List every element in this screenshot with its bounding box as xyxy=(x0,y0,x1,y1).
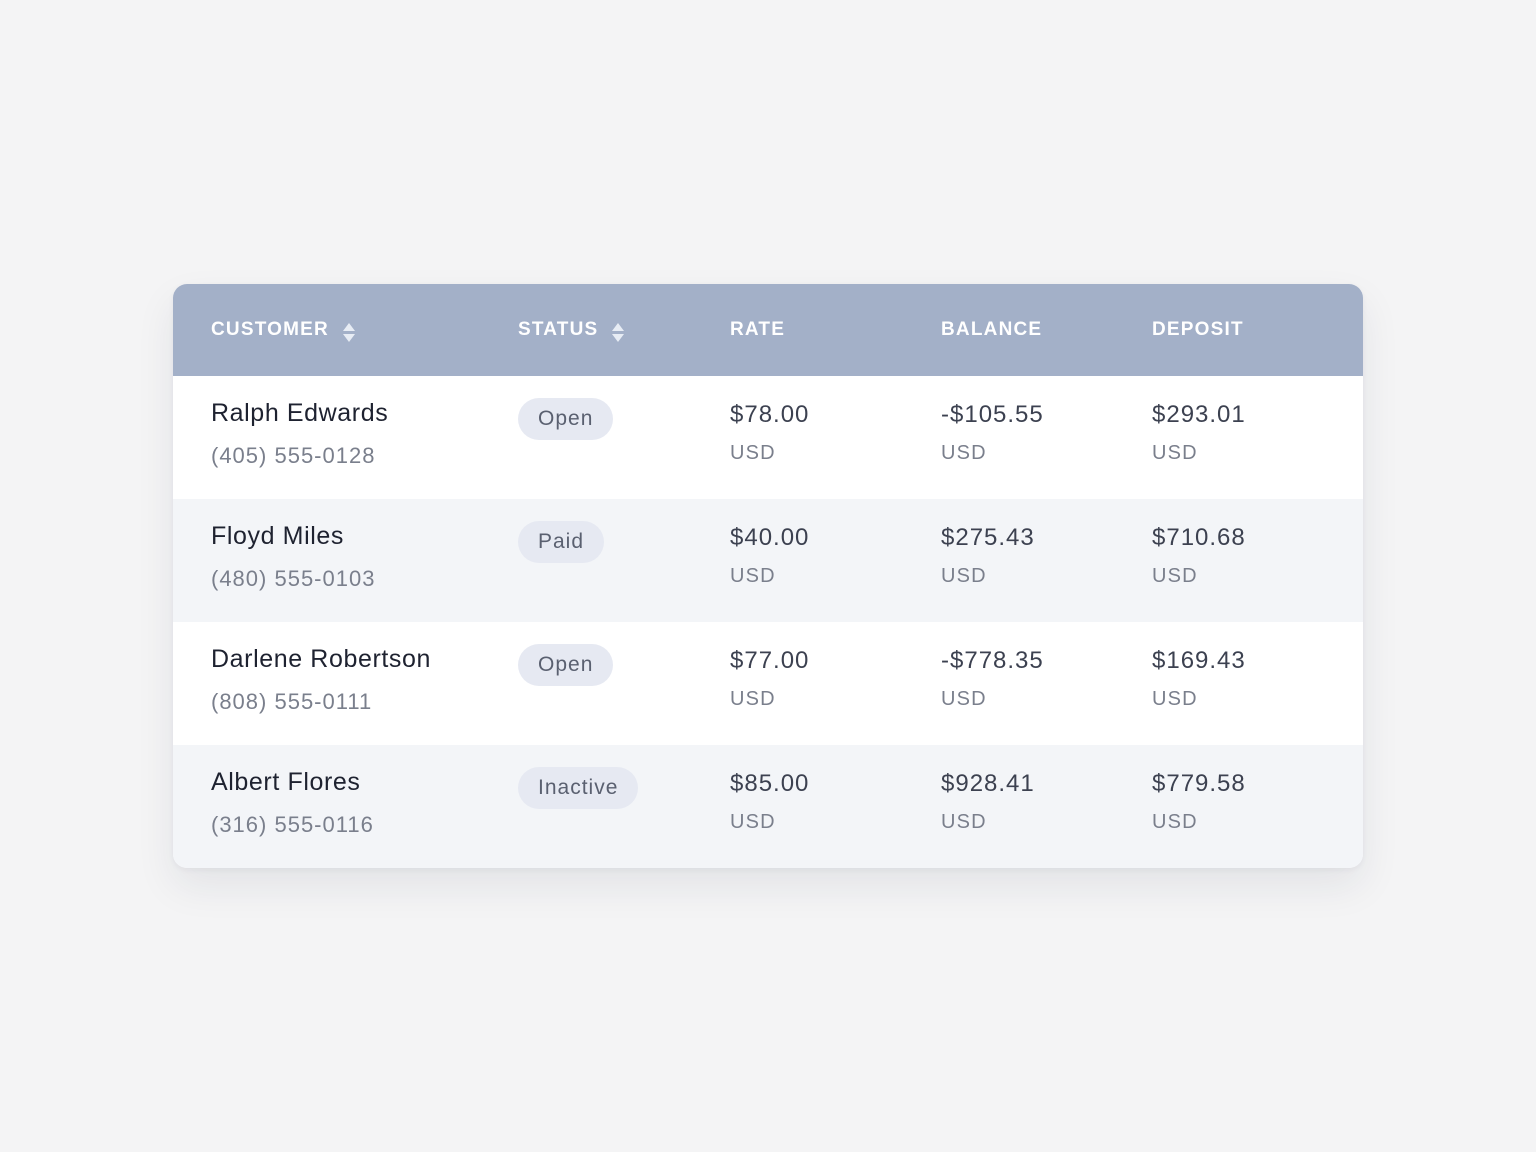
rate-currency: USD xyxy=(730,442,776,464)
deposit-amount: $169.43 xyxy=(1152,647,1246,674)
customer-name: Floyd Miles xyxy=(211,522,345,550)
header-customer[interactable]: CUSTOMER xyxy=(211,284,355,376)
rate-amount: $78.00 xyxy=(730,401,810,428)
deposit-amount: $293.01 xyxy=(1152,401,1246,428)
rate-amount: $77.00 xyxy=(730,647,810,674)
customer-phone: (405) 555-0128 xyxy=(211,443,376,468)
status-badge: Paid xyxy=(518,521,605,563)
table-row[interactable]: Floyd Miles (480) 555-0103 Paid $40.00 U… xyxy=(173,499,1363,622)
table-row[interactable]: Albert Flores (316) 555-0116 Inactive $8… xyxy=(173,745,1363,868)
rate-currency: USD xyxy=(730,565,776,587)
customer-name: Darlene Robertson xyxy=(211,645,432,673)
header-rate-label: RATE xyxy=(730,319,786,340)
balance-currency: USD xyxy=(941,442,987,464)
header-balance: BALANCE xyxy=(941,284,1042,376)
header-deposit-label: DEPOSIT xyxy=(1152,319,1244,340)
customer-phone: (480) 555-0103 xyxy=(211,566,376,591)
sort-arrows-icon[interactable] xyxy=(612,322,625,342)
deposit-currency: USD xyxy=(1152,565,1198,587)
header-deposit: DEPOSIT xyxy=(1152,284,1244,376)
deposit-amount: $710.68 xyxy=(1152,524,1246,551)
customer-phone: (316) 555-0116 xyxy=(211,812,374,837)
status-badge: Inactive xyxy=(518,767,639,809)
status-badge: Open xyxy=(518,644,614,686)
rate-currency: USD xyxy=(730,811,776,833)
customer-name: Albert Flores xyxy=(211,768,361,796)
rate-amount: $85.00 xyxy=(730,770,810,797)
header-balance-label: BALANCE xyxy=(941,319,1043,340)
deposit-currency: USD xyxy=(1152,442,1198,464)
balance-amount: -$105.55 xyxy=(941,401,1044,428)
customer-phone: (808) 555-0111 xyxy=(211,689,373,714)
balance-amount: $928.41 xyxy=(941,770,1035,797)
balance-currency: USD xyxy=(941,688,987,710)
sort-arrows-icon[interactable] xyxy=(342,322,355,342)
deposit-amount: $779.58 xyxy=(1152,770,1246,797)
table-row[interactable]: Darlene Robertson (808) 555-0111 Open $7… xyxy=(173,622,1363,745)
status-badge: Open xyxy=(518,398,614,440)
balance-amount: $275.43 xyxy=(941,524,1035,551)
customer-name: Ralph Edwards xyxy=(211,399,389,427)
header-customer-label: CUSTOMER xyxy=(211,319,329,340)
balance-currency: USD xyxy=(941,811,987,833)
rate-amount: $40.00 xyxy=(730,524,810,551)
customers-table: CUSTOMER STATUS RATE BALANCE DEPOSIT Ral… xyxy=(173,284,1363,868)
table-row[interactable]: Ralph Edwards (405) 555-0128 Open $78.00… xyxy=(173,376,1363,499)
balance-amount: -$778.35 xyxy=(941,647,1044,674)
table-header: CUSTOMER STATUS RATE BALANCE DEPOSIT xyxy=(173,284,1363,376)
deposit-currency: USD xyxy=(1152,811,1198,833)
rate-currency: USD xyxy=(730,688,776,710)
header-rate: RATE xyxy=(730,284,785,376)
header-status[interactable]: STATUS xyxy=(518,284,625,376)
header-status-label: STATUS xyxy=(518,319,599,340)
balance-currency: USD xyxy=(941,565,987,587)
deposit-currency: USD xyxy=(1152,688,1198,710)
